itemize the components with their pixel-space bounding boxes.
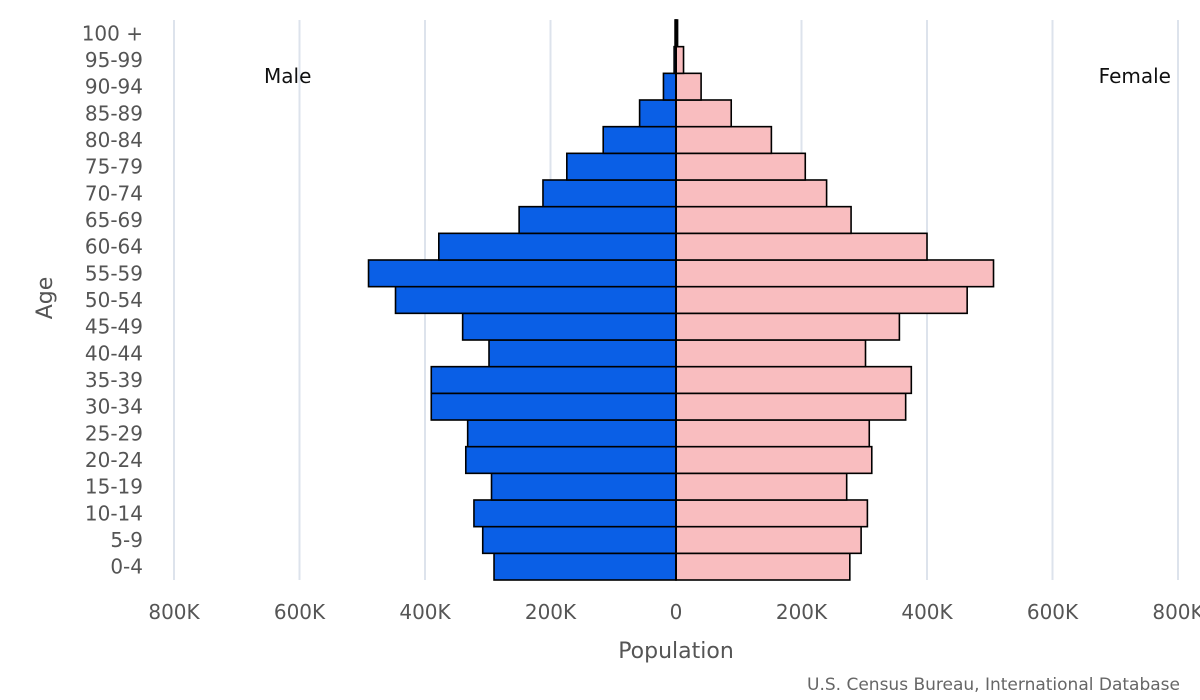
y-tick-label: 50-54 bbox=[85, 288, 143, 312]
female-bar-85-89 bbox=[675, 99, 733, 128]
male-bar-25-29 bbox=[466, 419, 677, 448]
x-tick-label: 200K bbox=[525, 600, 577, 624]
female-bar-20-24 bbox=[675, 445, 873, 475]
x-tick-label: 0 bbox=[670, 600, 683, 624]
y-axis-title: Age bbox=[33, 277, 58, 320]
y-tick-label: 15-19 bbox=[85, 475, 143, 499]
female-bar-40-44 bbox=[675, 339, 867, 368]
female-bar-65-69 bbox=[675, 205, 852, 235]
male-bar-0-4 bbox=[493, 552, 677, 581]
male-bar-65-69 bbox=[518, 205, 677, 235]
male-bar-75-79 bbox=[566, 152, 677, 181]
y-tick-label: 20-24 bbox=[85, 448, 143, 472]
female-bar-5-9 bbox=[675, 525, 862, 555]
female-bar-35-39 bbox=[675, 365, 913, 395]
x-tick-label: 400K bbox=[901, 600, 953, 624]
female-bar-50-54 bbox=[675, 285, 968, 315]
female-bar-0-4 bbox=[675, 552, 851, 581]
male-bar-30-34 bbox=[430, 392, 677, 421]
female-label: Female bbox=[1099, 64, 1171, 88]
female-bar-90-94 bbox=[675, 72, 702, 101]
y-tick-label: 65-69 bbox=[85, 208, 143, 232]
male-bar-90-94 bbox=[662, 72, 677, 101]
female-bar-30-34 bbox=[675, 392, 907, 421]
source-credit: U.S. Census Bureau, International Databa… bbox=[807, 675, 1180, 695]
x-tick-label: 600K bbox=[1027, 600, 1079, 624]
y-tick-label: 45-49 bbox=[85, 315, 143, 339]
male-bar-55-59 bbox=[367, 259, 677, 288]
male-bar-45-49 bbox=[461, 312, 677, 341]
male-bar-35-39 bbox=[430, 365, 677, 395]
female-bar-70-74 bbox=[675, 179, 828, 208]
x-tick-label: 800K bbox=[148, 600, 200, 624]
male-bar-80-84 bbox=[602, 125, 677, 155]
x-tick-label: 200K bbox=[776, 600, 828, 624]
y-tick-label: 70-74 bbox=[85, 181, 143, 205]
male-label: Male bbox=[264, 64, 311, 88]
male-bar-40-44 bbox=[488, 339, 677, 368]
y-tick-label: 10-14 bbox=[85, 501, 143, 525]
y-tick-label: 60-64 bbox=[85, 235, 143, 259]
male-bar-20-24 bbox=[464, 445, 677, 475]
x-tick-label: 400K bbox=[399, 600, 451, 624]
x-tick-label: 600K bbox=[274, 600, 326, 624]
y-tick-label: 0-4 bbox=[110, 555, 143, 579]
y-tick-label: 40-44 bbox=[85, 341, 143, 365]
female-bar-45-49 bbox=[675, 312, 901, 341]
male-bar-15-19 bbox=[490, 472, 677, 501]
y-tick-label: 25-29 bbox=[85, 421, 143, 445]
male-bar-10-14 bbox=[473, 499, 677, 528]
male-bar-85-89 bbox=[638, 99, 677, 128]
female-bar-10-14 bbox=[675, 499, 869, 528]
female-bar-95-99 bbox=[675, 45, 685, 75]
y-tick-label: 75-79 bbox=[85, 155, 143, 179]
female-bar-75-79 bbox=[675, 152, 807, 181]
y-tick-label: 85-89 bbox=[85, 101, 143, 125]
x-axis-title: Population bbox=[618, 639, 734, 664]
female-bar-25-29 bbox=[675, 419, 871, 448]
male-bar-5-9 bbox=[481, 525, 677, 555]
y-tick-label: 55-59 bbox=[85, 261, 143, 285]
y-tick-label: 30-34 bbox=[85, 395, 143, 419]
y-tick-label: 5-9 bbox=[110, 528, 143, 552]
male-bar-70-74 bbox=[542, 179, 677, 208]
y-tick-label: 100 + bbox=[82, 21, 143, 45]
y-tick-label: 35-39 bbox=[85, 368, 143, 392]
male-bar-60-64 bbox=[438, 232, 677, 261]
y-tick-label: 80-84 bbox=[85, 128, 143, 152]
female-bar-60-64 bbox=[675, 232, 928, 261]
x-tick-labels: 800K 600K 400K 200K 0 200K 400K 600K 800K bbox=[148, 600, 1200, 624]
female-bar-80-84 bbox=[675, 125, 773, 155]
female-bar-55-59 bbox=[675, 259, 995, 288]
male-bar-50-54 bbox=[394, 285, 677, 315]
female-bar-15-19 bbox=[675, 472, 848, 501]
y-tick-label: 90-94 bbox=[85, 75, 143, 99]
y-tick-label: 95-99 bbox=[85, 48, 143, 72]
x-tick-label: 800K bbox=[1152, 600, 1200, 624]
bars bbox=[367, 19, 995, 581]
